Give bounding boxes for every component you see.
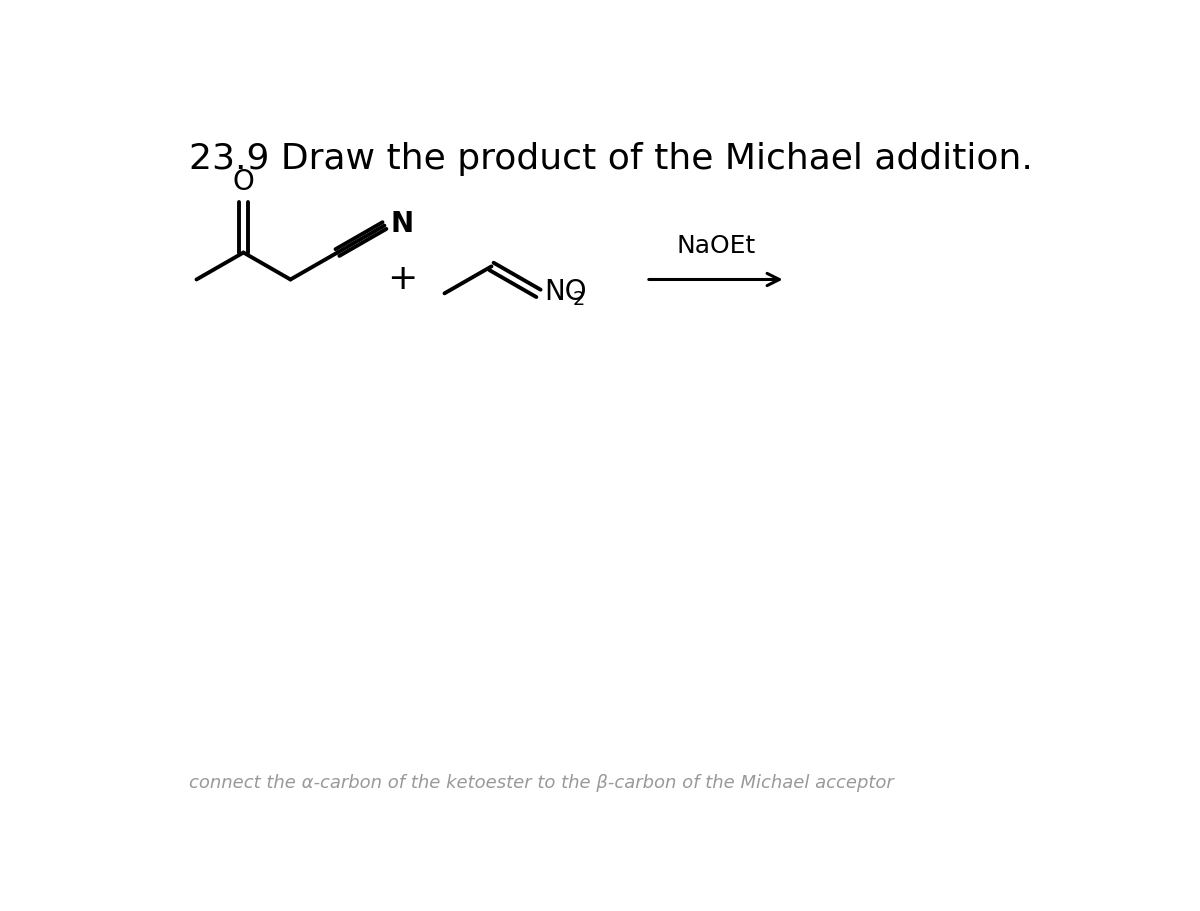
Text: +: +	[386, 262, 418, 296]
Text: 23.9 Draw the product of the Michael addition.: 23.9 Draw the product of the Michael add…	[188, 142, 1033, 177]
Text: connect the α-carbon of the ketoester to the β-carbon of the Michael acceptor: connect the α-carbon of the ketoester to…	[188, 773, 894, 792]
Text: O: O	[233, 169, 254, 197]
Text: N: N	[391, 210, 414, 238]
Text: NO: NO	[545, 278, 587, 306]
Text: 2: 2	[572, 290, 584, 309]
Text: NaOEt: NaOEt	[676, 234, 755, 258]
